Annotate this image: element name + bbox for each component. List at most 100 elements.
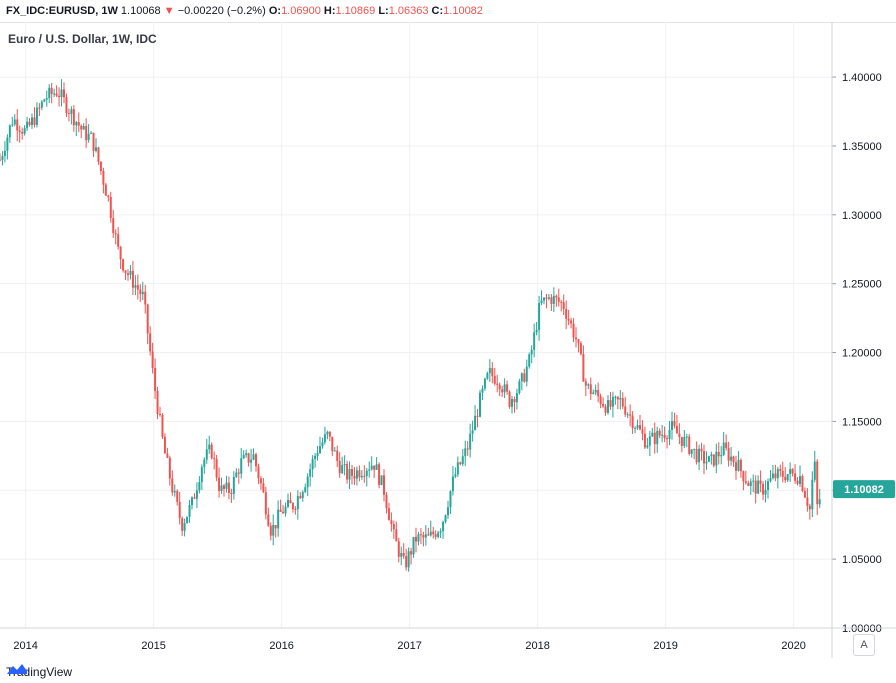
candle-body (597, 389, 600, 397)
candle-body (173, 491, 176, 493)
candle-body (621, 398, 624, 407)
candle-body (469, 433, 472, 450)
candle-body (813, 461, 816, 480)
candle-body (803, 490, 806, 498)
candle-body (230, 492, 233, 494)
candle-body (707, 456, 710, 462)
symbol-name[interactable]: FX_IDC:EURUSD, 1W (6, 5, 118, 17)
candle-body (474, 415, 477, 431)
y-tick-label: 1.35000 (842, 141, 882, 153)
candle-body (151, 351, 154, 369)
candle-body (112, 218, 115, 234)
candle-body (225, 482, 228, 489)
candle-body (720, 455, 723, 457)
candle-body (336, 450, 339, 461)
symbol-header: FX_IDC:EURUSD, 1W 1.10068 ▼ −0.00220 (−0… (0, 0, 896, 22)
candle-body (195, 490, 198, 499)
candle-body (762, 483, 765, 495)
candle-body (616, 396, 619, 400)
candle-body (587, 384, 590, 386)
candle-body (611, 396, 614, 407)
candle-body (725, 442, 728, 449)
candle-body (641, 429, 644, 434)
candle-body (698, 448, 701, 463)
candle-body (700, 448, 703, 452)
candle-body (624, 406, 627, 415)
candle-body (242, 455, 245, 459)
candle-body (685, 436, 688, 438)
change-arrow-icon: ▼ (163, 5, 175, 17)
candle-body (40, 101, 43, 108)
candle-body (385, 494, 388, 509)
y-tick-label: 1.00000 (842, 623, 882, 635)
candle-body (50, 87, 53, 95)
candle-body (304, 487, 307, 492)
last-price: 1.10068 (120, 5, 161, 17)
candle-body (739, 459, 742, 472)
candle-body (515, 393, 518, 403)
candle-body (582, 354, 585, 382)
candle-body (769, 478, 772, 482)
candle-body (213, 458, 216, 460)
candle-body (0, 159, 1, 161)
chart-area[interactable] (0, 22, 896, 659)
candle-body (449, 491, 452, 508)
candle-body (744, 481, 747, 483)
candle-body (456, 462, 459, 475)
candle-body (614, 396, 617, 398)
candle-body (269, 525, 272, 536)
candle-body (35, 107, 38, 125)
candle-body (6, 137, 9, 151)
candle-body (538, 303, 541, 331)
candle-body (451, 476, 454, 492)
candle-body (181, 518, 184, 531)
candle-body (240, 458, 243, 474)
candle-body (592, 392, 595, 394)
candle-body (570, 320, 573, 324)
candle-body (648, 436, 651, 446)
candle-body (176, 491, 179, 502)
candle-body (427, 534, 430, 536)
candle-body (651, 432, 654, 437)
candle-body (816, 461, 819, 505)
auto-scale-button[interactable]: A (853, 634, 875, 656)
candle-body (402, 553, 405, 557)
candle-body (144, 291, 147, 305)
candle-body (53, 93, 56, 95)
candle-body (737, 459, 740, 471)
candle-body (351, 469, 353, 476)
candle-body (781, 470, 784, 477)
candle-body (530, 349, 533, 355)
candle-body (799, 476, 801, 484)
candle-body (791, 468, 794, 474)
candle-body (80, 125, 83, 130)
candle-body (722, 442, 725, 456)
candle-body (205, 449, 208, 460)
candle-body (365, 470, 368, 477)
candle-body (715, 451, 718, 466)
candle-body (13, 119, 16, 125)
candle-body (373, 465, 376, 470)
candle-body (779, 469, 782, 471)
candle-body (565, 309, 568, 319)
candle-body (417, 534, 420, 542)
candle-body (3, 150, 6, 157)
candle-body (757, 480, 760, 494)
candle-body (419, 534, 422, 536)
candle-body (459, 462, 462, 465)
candle-body (567, 318, 570, 321)
candle-body (48, 87, 51, 99)
candle-body (257, 466, 260, 479)
footer-brand[interactable]: TradingView (6, 662, 72, 682)
candle-body (188, 505, 191, 517)
candle-body (493, 375, 496, 384)
candle-body (602, 404, 605, 407)
candle-body (314, 455, 317, 460)
candle-body (262, 483, 265, 493)
candle-body (99, 161, 102, 171)
candle-body (730, 456, 733, 461)
candle-body (210, 444, 213, 459)
candle-body (759, 480, 762, 484)
candle-body (136, 285, 139, 290)
